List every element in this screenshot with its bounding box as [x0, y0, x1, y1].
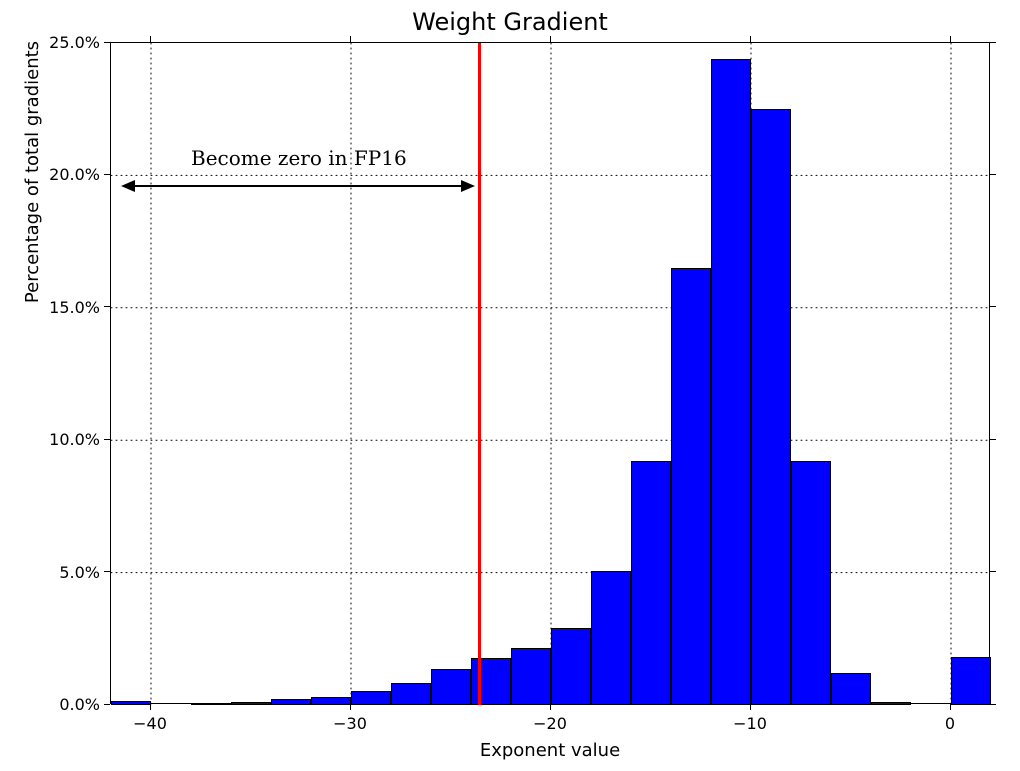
x-tick-mark	[550, 36, 551, 42]
x-tick-label: −20	[532, 714, 568, 733]
y-tick-mark	[990, 306, 996, 307]
y-tick-mark	[990, 174, 996, 175]
x-tick-label: −10	[732, 714, 768, 733]
y-tick-label: 20.0%	[49, 165, 100, 184]
y-axis-label: Percentage of total gradients	[22, 0, 43, 503]
x-tick-mark	[950, 704, 951, 710]
y-tick-label: 5.0%	[59, 563, 100, 582]
x-tick-mark	[150, 36, 151, 42]
y-tick-label: 0.0%	[59, 695, 100, 714]
x-tick-mark	[950, 36, 951, 42]
y-tick-mark	[990, 571, 996, 572]
y-tick-label: 15.0%	[49, 298, 100, 317]
annotation-text: Become zero in FP16	[191, 146, 407, 170]
y-tick-mark	[990, 704, 996, 705]
y-tick-mark	[104, 42, 110, 43]
x-tick-mark	[750, 36, 751, 42]
x-tick-mark	[150, 704, 151, 710]
x-tick-label: −40	[132, 714, 168, 733]
y-tick-mark	[104, 174, 110, 175]
y-tick-mark	[104, 306, 110, 307]
x-axis-label: Exponent value	[110, 740, 990, 761]
x-tick-mark	[550, 704, 551, 710]
vertical-threshold-line	[478, 43, 481, 705]
x-tick-label: −30	[332, 714, 368, 733]
y-tick-mark	[104, 704, 110, 705]
x-tick-mark	[350, 36, 351, 42]
y-tick-label: 10.0%	[49, 430, 100, 449]
y-tick-label: 25.0%	[49, 33, 100, 52]
figure: Weight Gradient Percentage of total grad…	[0, 0, 1020, 771]
x-tick-label: 0	[932, 714, 968, 733]
x-tick-mark	[350, 704, 351, 710]
plot-area: Become zero in FP16	[110, 42, 990, 704]
chart-title: Weight Gradient	[0, 8, 1020, 36]
y-tick-mark	[104, 571, 110, 572]
y-tick-mark	[104, 439, 110, 440]
annotation-overlay	[111, 43, 991, 705]
y-tick-mark	[990, 439, 996, 440]
y-tick-mark	[990, 42, 996, 43]
x-tick-mark	[750, 704, 751, 710]
